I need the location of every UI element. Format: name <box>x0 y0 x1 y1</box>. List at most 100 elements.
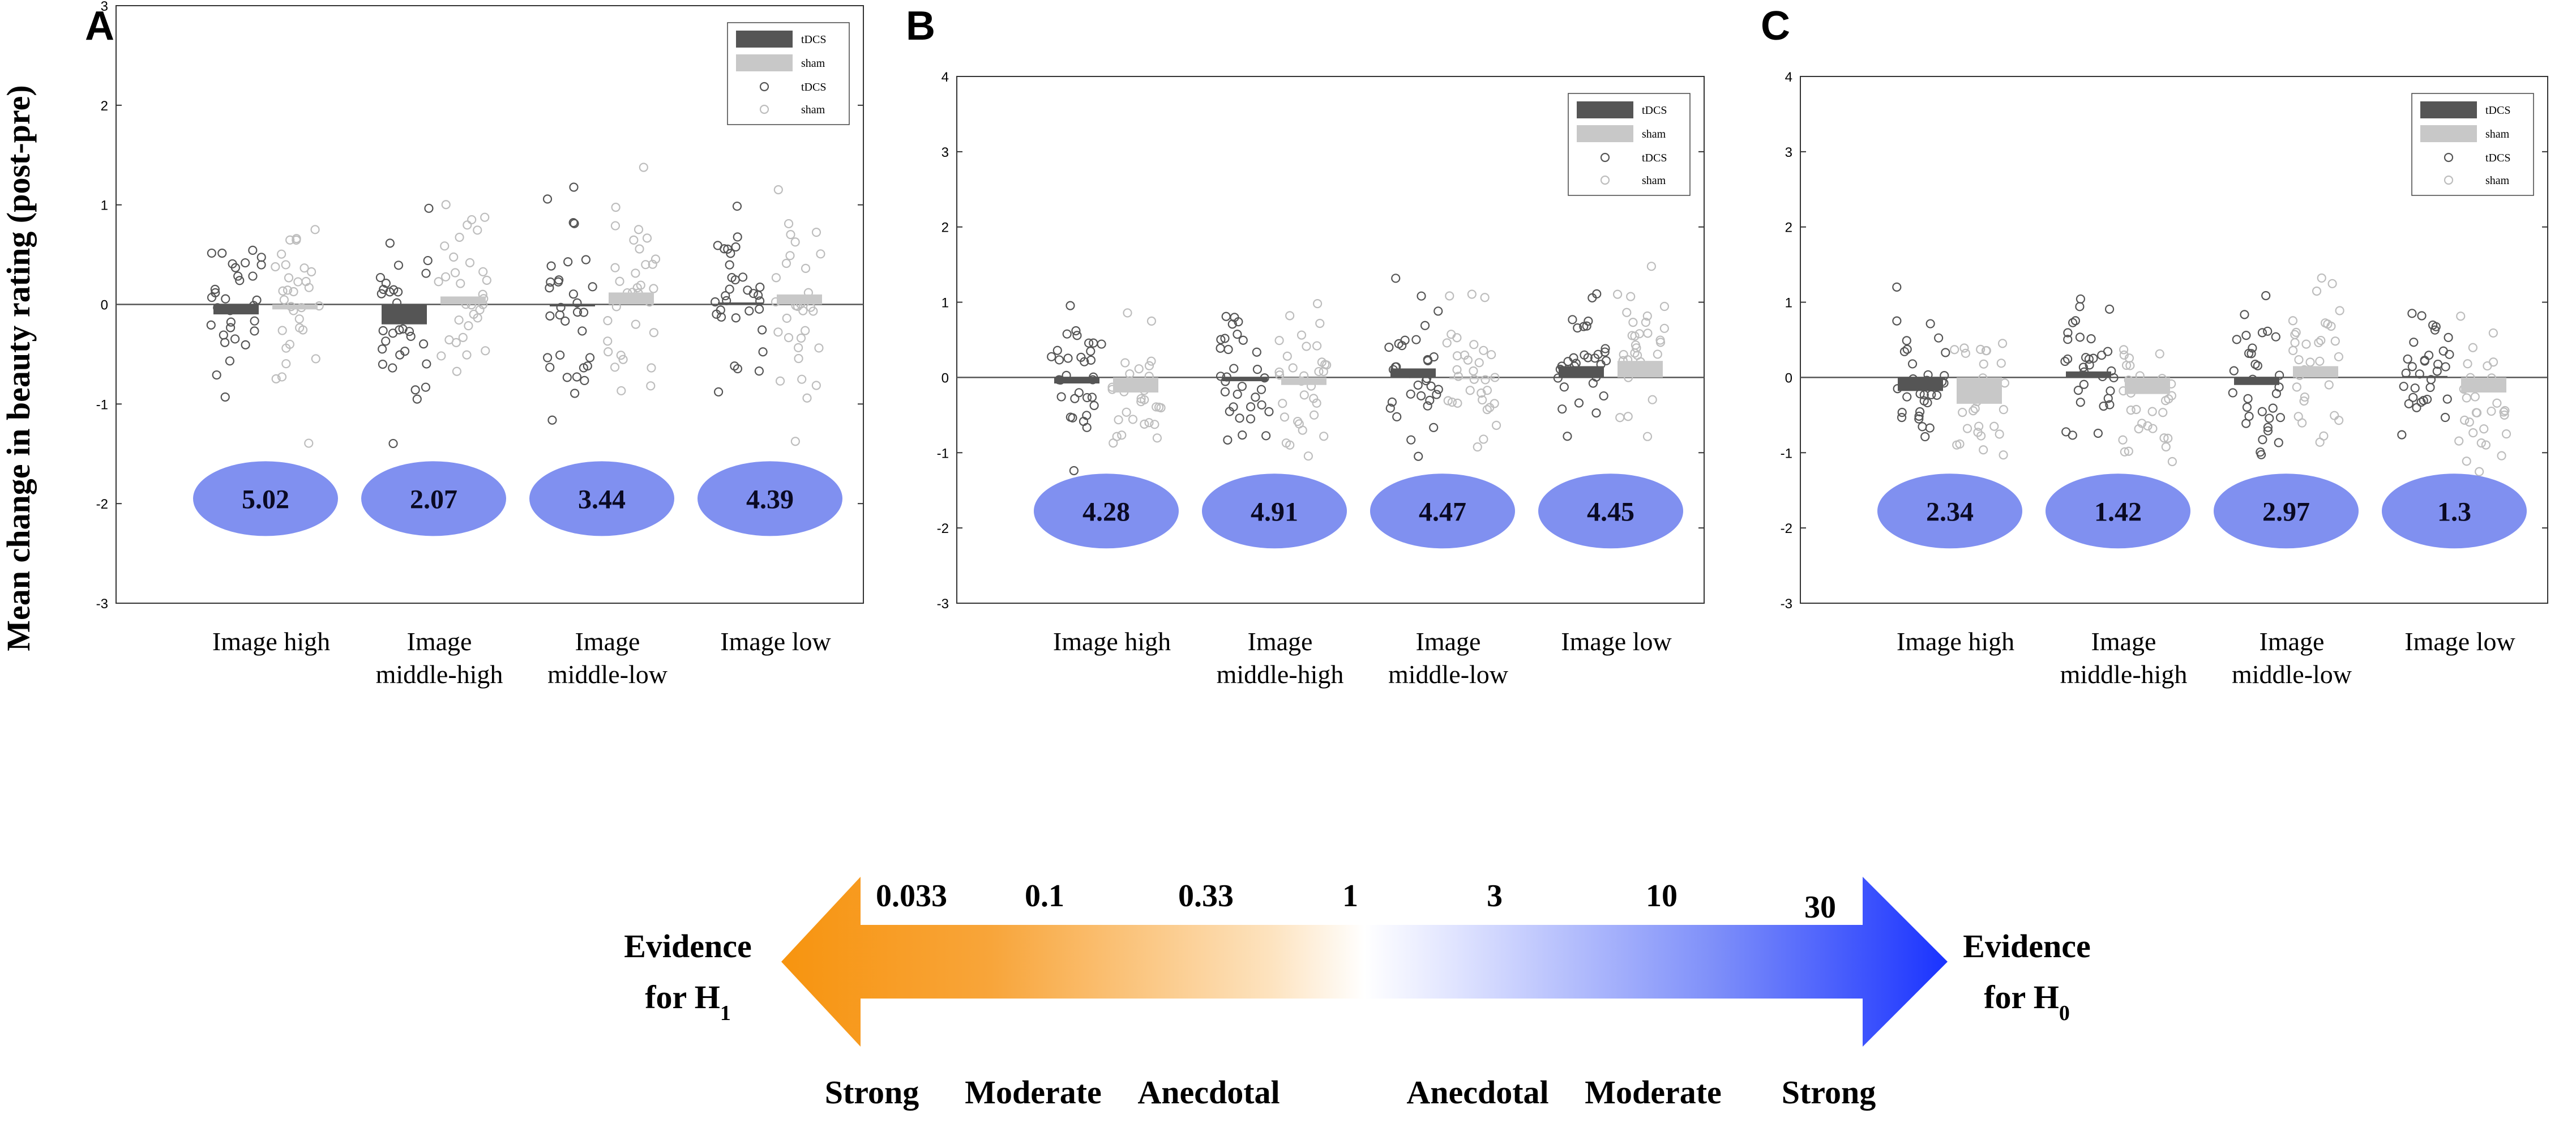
point-tdcs <box>207 293 217 302</box>
point-tdcs <box>1587 293 1597 302</box>
point-sham <box>610 221 621 231</box>
point-tdcs <box>1918 422 1927 432</box>
legend-point-tdcs-label: tDCS <box>801 81 826 93</box>
point-sham <box>1136 394 1146 404</box>
point-sham <box>1447 397 1457 407</box>
point-tdcs <box>1429 423 1439 432</box>
point-tdcs <box>1914 414 1924 424</box>
point-tdcs <box>2419 396 2428 406</box>
point-tdcs <box>1066 412 1075 422</box>
point-sham <box>1961 348 1971 358</box>
point-sham <box>649 328 658 338</box>
point-sham <box>293 277 303 287</box>
point-tdcs <box>1941 348 1950 357</box>
point-tdcs <box>2075 302 2085 312</box>
point-sham <box>647 363 656 373</box>
point-tdcs <box>1056 392 1066 402</box>
point-tdcs <box>545 362 555 372</box>
point-tdcs <box>1063 353 1073 363</box>
bar-tdcs <box>1898 377 1943 391</box>
point-tdcs <box>754 366 764 376</box>
point-sham <box>2118 435 2128 445</box>
point-sham <box>2316 335 2326 345</box>
point-sham <box>2464 417 2474 427</box>
point-tdcs <box>378 326 388 335</box>
point-tdcs <box>581 255 591 264</box>
point-tdcs <box>220 338 230 347</box>
point-tdcs <box>1899 347 1910 356</box>
bayes-factor-value: 3.44 <box>578 484 626 514</box>
point-tdcs <box>241 258 250 268</box>
point-sham <box>1997 339 2008 348</box>
point-tdcs <box>2440 412 2450 423</box>
point-tdcs <box>1062 329 1072 339</box>
point-sham <box>482 275 491 285</box>
point-sham <box>463 220 472 230</box>
point-tdcs <box>248 245 258 255</box>
bar-sham <box>1618 361 1663 378</box>
bayes-factor-ellipse <box>2382 473 2527 549</box>
point-sham <box>2470 392 2480 402</box>
point-tdcs <box>1406 435 1416 445</box>
point-sham <box>2305 357 2315 367</box>
point-sham <box>781 258 791 268</box>
point-tdcs <box>1221 312 1231 321</box>
point-sham <box>1999 405 2008 415</box>
point-sham <box>1140 419 1149 429</box>
point-tdcs <box>241 340 250 349</box>
point-tdcs <box>588 282 597 292</box>
point-sham <box>1962 424 1972 433</box>
point-sham <box>1646 262 1657 271</box>
point-tdcs <box>1417 291 1426 301</box>
point-tdcs <box>2442 394 2452 404</box>
point-tdcs <box>1227 319 1237 329</box>
scale-strength-label: Strong <box>1782 1074 1876 1111</box>
point-tdcs <box>1238 335 1248 345</box>
point-sham <box>1152 402 1161 412</box>
point-tdcs <box>572 298 582 308</box>
point-tdcs <box>1432 390 1441 399</box>
point-tdcs <box>542 194 553 204</box>
x-category-label: Image <box>1416 627 1481 656</box>
point-sham <box>2120 447 2129 457</box>
point-sham <box>2290 338 2300 348</box>
point-tdcs <box>1902 392 1912 402</box>
point-tdcs <box>2078 362 2088 372</box>
point-sham <box>2327 279 2337 288</box>
point-tdcs <box>542 353 553 362</box>
point-sham <box>480 212 490 222</box>
point-tdcs <box>711 297 720 307</box>
point-tdcs <box>1897 413 1907 423</box>
point-tdcs <box>1914 411 1924 421</box>
point-tdcs <box>572 372 581 382</box>
point-sham <box>773 185 783 195</box>
point-tdcs <box>2261 291 2271 301</box>
point-tdcs <box>388 438 398 449</box>
point-sham <box>2126 406 2136 415</box>
point-sham <box>1480 375 1490 385</box>
point-sham <box>1299 390 1309 400</box>
bayes-factor-ellipse <box>1877 473 2022 549</box>
point-tdcs <box>2106 386 2115 396</box>
point-sham <box>1274 367 1284 377</box>
point-tdcs <box>560 316 570 326</box>
bar-sham <box>272 304 318 310</box>
point-sham <box>2167 391 2177 400</box>
point-tdcs <box>1583 353 1593 362</box>
bayes-factor-value: 2.34 <box>1926 497 1974 527</box>
point-sham <box>1478 395 1487 405</box>
point-sham <box>1469 340 1479 349</box>
point-tdcs <box>225 356 235 366</box>
point-tdcs <box>1387 397 1397 407</box>
bar-tdcs <box>2066 371 2111 378</box>
scale-strength-label: Moderate <box>965 1074 1102 1111</box>
plot-frame <box>1800 76 2548 604</box>
point-sham <box>2460 415 2470 425</box>
point-sham <box>298 325 308 335</box>
legend-bar-tdcs-label: tDCS <box>1642 104 1667 117</box>
point-tdcs <box>250 316 259 326</box>
point-sham <box>1979 445 1988 455</box>
point-sham <box>1473 442 1482 452</box>
legend-point-sham-swatch <box>2444 175 2454 185</box>
